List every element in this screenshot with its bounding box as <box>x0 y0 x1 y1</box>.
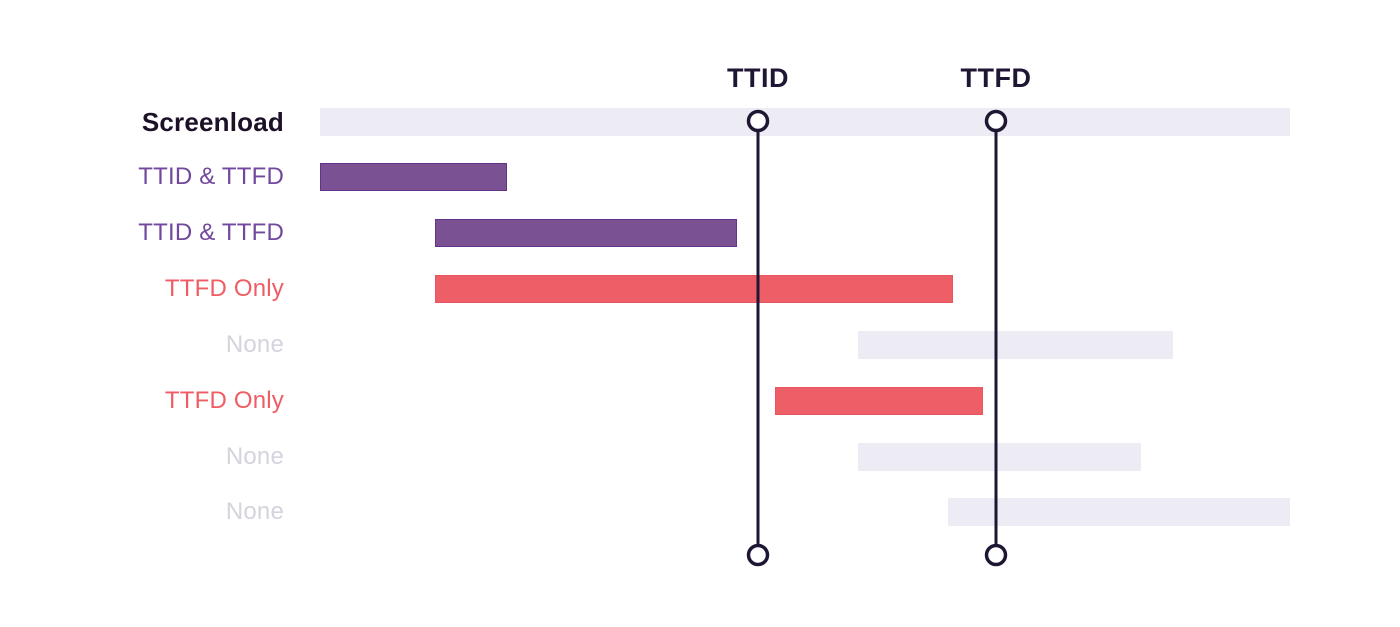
row-label-none: None <box>225 443 284 470</box>
timeline-bar-ttfd_only <box>775 387 983 415</box>
timeline-bar-screenload <box>320 108 1290 136</box>
row-label-ttfd_only: TTFD Only <box>164 275 284 302</box>
timeline-bar-none <box>948 498 1290 526</box>
timeline-bar-ttid_ttfd <box>435 219 737 247</box>
ttid-marker-label: TTID <box>727 63 789 93</box>
row-label-none: None <box>225 331 284 358</box>
ttid-marker-circle-bottom <box>746 543 770 567</box>
ttfd-marker-circle-bottom <box>984 543 1008 567</box>
row-label-ttid_ttfd: TTID & TTFD <box>138 163 284 190</box>
timeline-bar-none <box>858 443 1141 471</box>
timeline-bar-ttfd_only <box>435 275 953 303</box>
row-label-ttid_ttfd: TTID & TTFD <box>138 219 284 246</box>
ttfd-marker-label: TTFD <box>960 63 1032 93</box>
row-label-screenload: Screenload <box>141 107 284 137</box>
row-label-none: None <box>225 498 284 525</box>
row-label-ttfd_only: TTFD Only <box>164 387 284 414</box>
timeline-bar-none <box>858 331 1173 359</box>
timeline-bar-ttid_ttfd <box>320 163 507 191</box>
